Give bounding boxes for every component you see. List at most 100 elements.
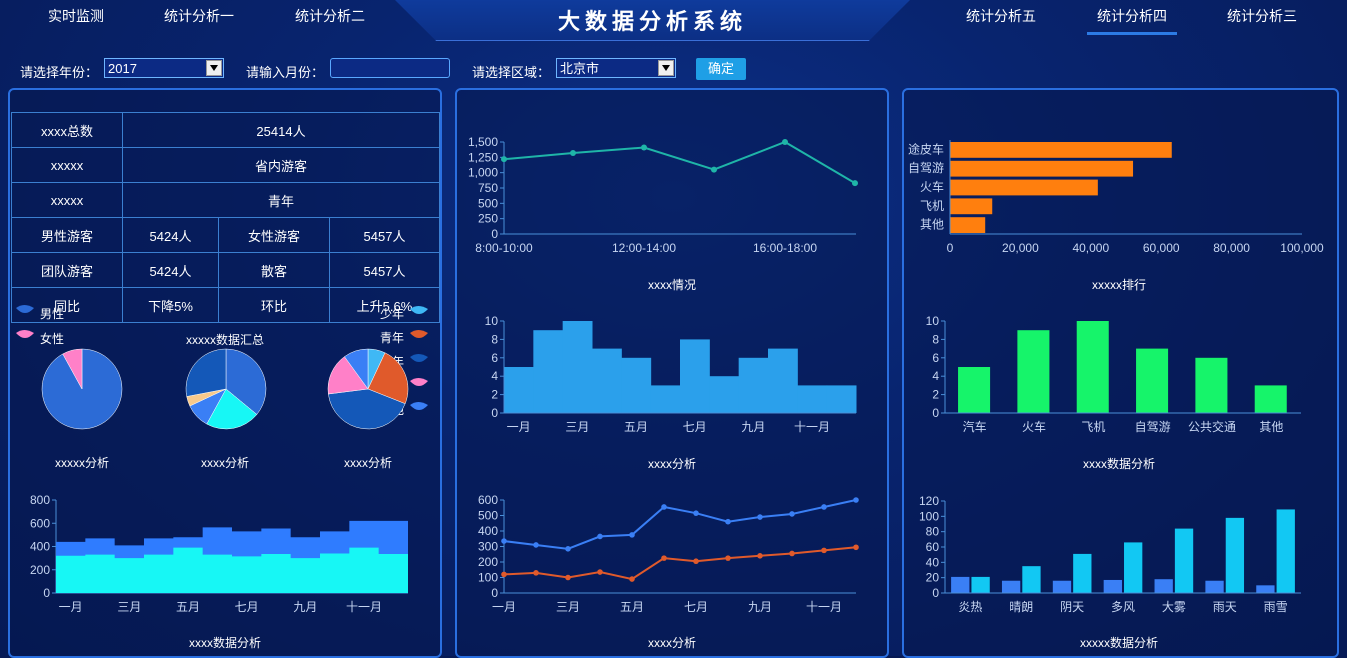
right-bottom-caption: xxxxx数据分析 xyxy=(1079,636,1158,650)
table-cell: 团队游客 xyxy=(11,252,123,288)
month-input[interactable] xyxy=(330,58,450,78)
tick-label: 80 xyxy=(926,525,940,539)
tick-label: 五月 xyxy=(620,600,644,614)
table-cell: 青年 xyxy=(122,182,440,218)
nav-stats-2[interactable]: 统计分析二 xyxy=(295,8,365,24)
nav-stats-3[interactable]: 统计分析三 xyxy=(1227,8,1297,24)
bar xyxy=(621,357,652,413)
table-row: 同比 下降5% 环比 上升5.6% xyxy=(11,287,440,323)
tick-label: 0 xyxy=(491,406,498,420)
tick-label: 750 xyxy=(478,181,498,195)
bar xyxy=(950,160,1134,177)
bar xyxy=(1103,579,1122,593)
tick-label: 12:00-14:00 xyxy=(612,241,676,255)
tick-label: 十一月 xyxy=(794,420,830,434)
bar xyxy=(950,179,1098,196)
tick-label: 60,000 xyxy=(1143,241,1180,255)
chevron-down-icon[interactable] xyxy=(658,60,674,76)
chevron-down-icon[interactable] xyxy=(206,60,222,76)
data-point xyxy=(629,532,635,538)
legend-age-4-icon xyxy=(410,402,428,410)
pie-slice xyxy=(327,356,369,395)
data-point xyxy=(597,569,603,575)
region-select[interactable]: 北京市 xyxy=(556,58,676,78)
table-row: xxxx总数 25414人 xyxy=(11,112,440,148)
legend-age-2-icon xyxy=(410,354,428,362)
table-cell: 5457人 xyxy=(329,217,440,253)
tick-label: 500 xyxy=(478,509,498,523)
tick-label: 100 xyxy=(478,571,498,585)
pie-slice xyxy=(344,348,369,390)
tick-label: 10 xyxy=(485,314,499,328)
tick-label: 阴天 xyxy=(1060,600,1084,614)
bar xyxy=(738,357,769,413)
tick-label: 200 xyxy=(30,563,50,577)
nav-stats-1[interactable]: 统计分析一 xyxy=(164,8,234,24)
tick-label: 1,500 xyxy=(468,135,498,149)
bar xyxy=(1076,321,1109,413)
tick-label: 800 xyxy=(30,493,50,507)
bar xyxy=(1052,580,1072,593)
tick-label: 三月 xyxy=(556,600,580,614)
tick-label: 0 xyxy=(491,227,498,241)
data-point xyxy=(725,518,731,525)
legend-male: 男性 xyxy=(40,307,64,321)
data-point xyxy=(757,553,763,559)
bar xyxy=(562,321,593,413)
tick-label: 五月 xyxy=(624,420,648,434)
year-select[interactable]: 2017 xyxy=(104,58,224,78)
bar xyxy=(826,385,857,413)
tick-label: 100 xyxy=(919,509,939,523)
tick-label: 500 xyxy=(478,196,498,210)
right-mid-caption: xxxx数据分析 xyxy=(1082,457,1155,471)
tick-label: 60 xyxy=(926,540,940,554)
tick-label: 七月 xyxy=(683,420,707,434)
nav-stats-4[interactable]: 统计分析四 xyxy=(1087,6,1177,35)
legend-age-1-icon xyxy=(410,330,428,338)
tick-label: 其他 xyxy=(1259,420,1283,434)
legend-female-icon xyxy=(16,330,34,338)
bar xyxy=(1017,330,1050,413)
nav-realtime[interactable]: 实时监测 xyxy=(48,8,104,24)
tick-label: 8 xyxy=(932,332,939,346)
bar xyxy=(1254,385,1287,413)
tick-label: 五月 xyxy=(176,600,200,614)
table-row: 团队游客 5424人 散客 5457人 xyxy=(11,252,440,288)
data-point xyxy=(789,511,795,517)
tick-label: 2 xyxy=(491,388,498,402)
tick-label: 80,000 xyxy=(1213,241,1250,255)
tick-label: 公共交通 xyxy=(1188,419,1236,434)
table-row: xxxxx 省内游客 xyxy=(11,147,440,183)
confirm-button[interactable]: 确定 xyxy=(696,58,746,80)
left-bottom-caption: xxxx数据分析 xyxy=(188,636,261,650)
data-point xyxy=(641,144,647,151)
data-point xyxy=(693,510,699,516)
tick-label: 600 xyxy=(478,493,498,507)
tick-label: 自驾游 xyxy=(1135,420,1171,434)
gender-pie xyxy=(41,348,123,430)
data-point xyxy=(757,514,763,520)
title-banner xyxy=(395,0,910,41)
data-point xyxy=(789,550,795,557)
bar xyxy=(1073,553,1092,593)
tick-label: 20 xyxy=(926,571,940,585)
region-label: 请选择区域： xyxy=(472,65,551,80)
tick-label: 大雾 xyxy=(1162,600,1186,614)
tick-label: 120 xyxy=(919,494,939,508)
data-point xyxy=(693,558,699,565)
tick-label: 40 xyxy=(926,555,940,569)
tick-label: 6 xyxy=(491,351,498,365)
category-label: 自驾游 xyxy=(908,161,944,175)
bar xyxy=(958,367,991,413)
tick-label: 火车 xyxy=(1022,419,1046,434)
pie-charts: 男性 女性 xxxxx数据汇总 少年 青年 中年 老年 其他 xyxy=(16,305,428,430)
bar xyxy=(1001,580,1021,593)
table-row: xxxxx 青年 xyxy=(11,182,440,218)
mid-mid-caption: xxxx分析 xyxy=(647,457,696,471)
nav-stats-5[interactable]: 统计分析五 xyxy=(966,8,1036,24)
pie-slice xyxy=(225,348,267,415)
line-series xyxy=(503,140,856,184)
mid-top-caption: xxxx情况 xyxy=(647,278,696,292)
tick-label: 400 xyxy=(478,524,498,538)
